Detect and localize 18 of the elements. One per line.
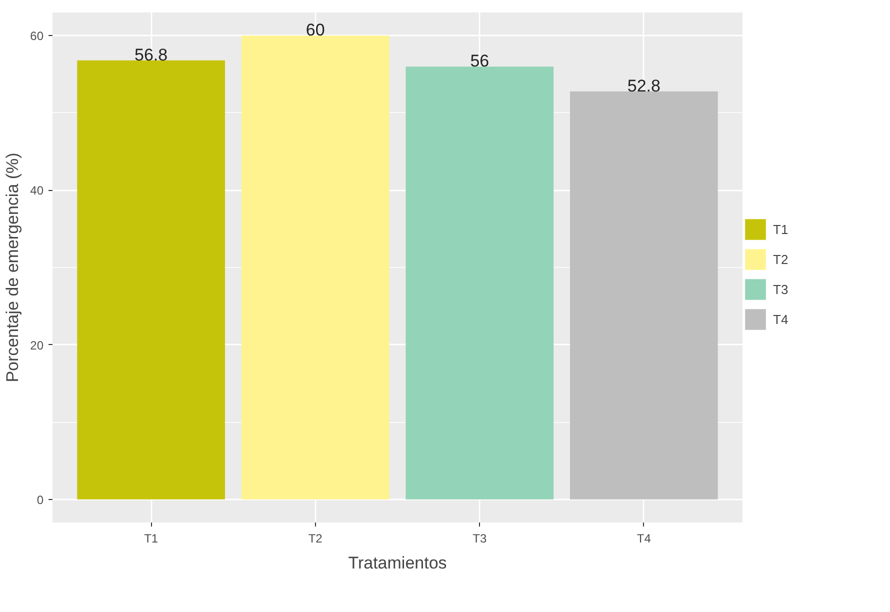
data-label: 52.8 — [627, 76, 660, 96]
legend-label: T1 — [773, 222, 790, 236]
data-label: 56.8 — [134, 45, 168, 64]
y-axis-title: Porcentaje de emergencia (%) — [3, 152, 22, 382]
y-tick-label: 0 — [36, 492, 44, 507]
x-tick-label: T2 — [308, 532, 323, 546]
x-tick-label: T1 — [144, 532, 158, 546]
data-label: 56 — [470, 52, 490, 71]
x-axis-title: Tratamientos — [348, 554, 447, 572]
y-tick-label: 40 — [30, 184, 44, 198]
x-tick-label: T4 — [636, 532, 652, 546]
legend-label: T4 — [773, 312, 790, 326]
data-label: 60 — [306, 20, 325, 40]
legend-label: T3 — [773, 282, 790, 296]
y-tick-label: 60 — [30, 29, 44, 44]
y-tick-label: 20 — [30, 338, 44, 352]
legend-label: T2 — [773, 252, 790, 266]
x-tick-label: T3 — [472, 532, 487, 546]
